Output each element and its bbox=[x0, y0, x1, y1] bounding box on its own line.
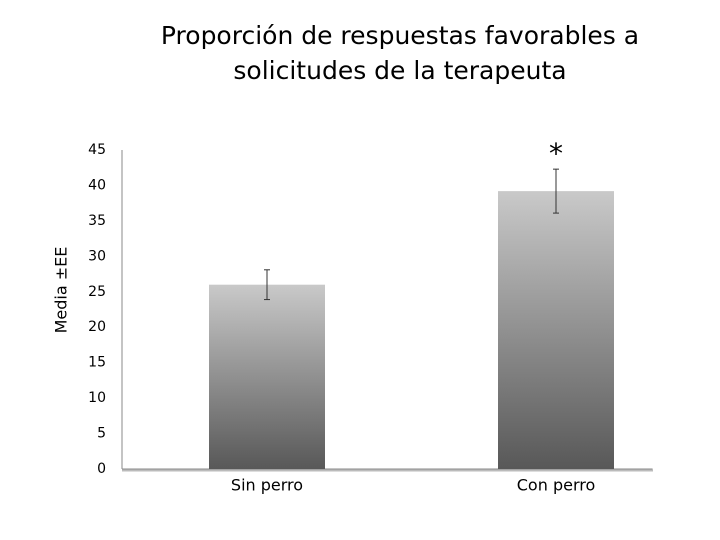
y-tick-label: 40 bbox=[88, 177, 106, 193]
y-tick-label: 30 bbox=[88, 248, 106, 264]
y-tick-label: 25 bbox=[88, 284, 106, 300]
y-tick-label: 45 bbox=[88, 142, 106, 158]
bar bbox=[498, 191, 614, 470]
chart-title: Proporción de respuestas favorables a so… bbox=[160, 21, 640, 85]
y-tick-label: 15 bbox=[88, 355, 106, 371]
y-tick-label: 35 bbox=[88, 213, 106, 229]
annotation: * bbox=[549, 137, 563, 170]
bar bbox=[209, 284, 325, 469]
y-tick-label: 0 bbox=[97, 461, 106, 477]
y-tick-label: 20 bbox=[88, 319, 106, 335]
x-tick-label: Con perro bbox=[517, 476, 596, 495]
y-axis-label: Media ±EE bbox=[52, 247, 71, 334]
x-tick-label: Sin perro bbox=[231, 476, 303, 495]
error-bar bbox=[553, 168, 559, 214]
error-bar bbox=[264, 269, 270, 301]
y-tick-label: 5 bbox=[97, 426, 106, 442]
y-tick-label: 10 bbox=[88, 390, 106, 406]
